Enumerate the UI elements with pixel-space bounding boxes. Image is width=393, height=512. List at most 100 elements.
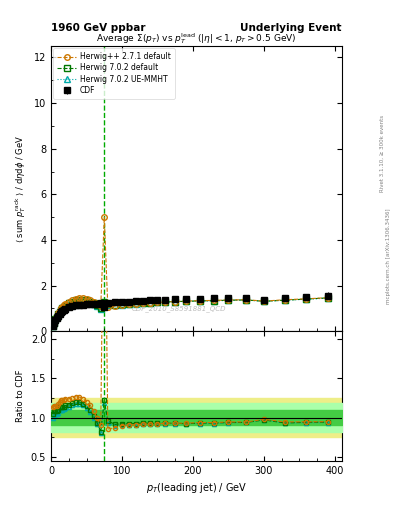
Herwig++ 2.7.1 default	[134, 301, 139, 307]
Herwig++ 2.7.1 default	[63, 301, 68, 307]
Herwig 7.0.2 default	[53, 316, 58, 323]
Herwig 7.0.2 UE-MMHT	[105, 302, 110, 308]
Herwig 7.0.2 UE-MMHT	[60, 306, 65, 312]
X-axis label: $p_T$(leading jet) / GeV: $p_T$(leading jet) / GeV	[146, 481, 247, 495]
Herwig 7.0.2 default	[91, 301, 96, 307]
Herwig 7.0.2 UE-MMHT	[84, 298, 89, 304]
Herwig 7.0.2 default	[63, 303, 68, 309]
Herwig 7.0.2 default	[119, 301, 124, 307]
Herwig 7.0.2 default	[88, 298, 92, 305]
Herwig++ 2.7.1 default	[98, 303, 103, 309]
Herwig++ 2.7.1 default	[198, 297, 202, 304]
Herwig 7.0.2 UE-MMHT	[56, 312, 61, 318]
Herwig++ 2.7.1 default	[112, 303, 117, 309]
Herwig 7.0.2 default	[60, 305, 65, 311]
Herwig 7.0.2 UE-MMHT	[198, 298, 202, 304]
Herwig 7.0.2 default	[50, 323, 55, 329]
Herwig 7.0.2 default	[81, 296, 85, 303]
Herwig++ 2.7.1 default	[73, 295, 78, 302]
Herwig 7.0.2 default	[127, 301, 132, 307]
Text: mcplots.cern.ch [arXiv:1306.3436]: mcplots.cern.ch [arXiv:1306.3436]	[386, 208, 391, 304]
Text: Rivet 3.1.10, ≥ 300k events: Rivet 3.1.10, ≥ 300k events	[380, 115, 385, 192]
Herwig++ 2.7.1 default	[50, 323, 55, 329]
Herwig 7.0.2 default	[56, 311, 61, 317]
Herwig 7.0.2 UE-MMHT	[61, 305, 66, 311]
Herwig 7.0.2 default	[61, 304, 66, 310]
Herwig 7.0.2 default	[102, 299, 107, 305]
Herwig++ 2.7.1 default	[60, 304, 65, 310]
Herwig 7.0.2 default	[173, 298, 178, 305]
Herwig 7.0.2 UE-MMHT	[70, 299, 75, 305]
Herwig++ 2.7.1 default	[155, 300, 160, 306]
Herwig 7.0.2 UE-MMHT	[141, 301, 146, 307]
Herwig++ 2.7.1 default	[184, 298, 188, 304]
Herwig++ 2.7.1 default	[325, 294, 330, 301]
Herwig++ 2.7.1 default	[77, 295, 82, 301]
Herwig 7.0.2 default	[112, 302, 117, 308]
Herwig++ 2.7.1 default	[119, 302, 124, 308]
Herwig 7.0.2 default	[148, 300, 153, 306]
Herwig 7.0.2 UE-MMHT	[304, 296, 309, 303]
Herwig 7.0.2 default	[325, 295, 330, 301]
Herwig++ 2.7.1 default	[226, 297, 231, 303]
Herwig++ 2.7.1 default	[304, 296, 309, 302]
Herwig 7.0.2 UE-MMHT	[226, 297, 231, 304]
Herwig++ 2.7.1 default	[54, 313, 59, 319]
Herwig 7.0.2 default	[212, 297, 217, 304]
Herwig++ 2.7.1 default	[244, 296, 248, 303]
Herwig 7.0.2 default	[95, 303, 99, 309]
Herwig 7.0.2 default	[77, 296, 82, 303]
Herwig++ 2.7.1 default	[59, 305, 63, 311]
Herwig 7.0.2 default	[141, 300, 146, 306]
Herwig 7.0.2 UE-MMHT	[244, 297, 248, 303]
Herwig 7.0.2 UE-MMHT	[63, 303, 68, 309]
Title: Average $\Sigma(p_T)$ vs $p_T^{\rm lead}$ ($|\eta| < 1$, $p_T > 0.5$ GeV): Average $\Sigma(p_T)$ vs $p_T^{\rm lead}…	[96, 31, 297, 46]
Herwig++ 2.7.1 default	[88, 296, 92, 303]
Line: Herwig++ 2.7.1 default: Herwig++ 2.7.1 default	[50, 215, 331, 328]
Herwig 7.0.2 default	[134, 301, 139, 307]
Herwig 7.0.2 UE-MMHT	[325, 295, 330, 301]
Herwig 7.0.2 UE-MMHT	[81, 297, 85, 303]
Herwig 7.0.2 UE-MMHT	[162, 299, 167, 305]
Y-axis label: Ratio to CDF: Ratio to CDF	[16, 370, 25, 422]
Herwig 7.0.2 UE-MMHT	[91, 301, 96, 307]
Herwig 7.0.2 default	[283, 297, 288, 303]
Herwig 7.0.2 UE-MMHT	[127, 301, 132, 307]
Herwig 7.0.2 default	[198, 298, 202, 304]
Herwig++ 2.7.1 default	[162, 299, 167, 305]
Herwig++ 2.7.1 default	[53, 315, 58, 322]
Herwig 7.0.2 default	[73, 297, 78, 304]
Herwig 7.0.2 default	[84, 297, 89, 304]
Herwig 7.0.2 UE-MMHT	[77, 297, 82, 304]
Herwig++ 2.7.1 default	[84, 296, 89, 302]
Herwig 7.0.2 default	[155, 299, 160, 305]
Herwig++ 2.7.1 default	[56, 310, 61, 316]
Herwig++ 2.7.1 default	[81, 295, 85, 301]
Herwig 7.0.2 UE-MMHT	[119, 302, 124, 308]
Herwig 7.0.2 UE-MMHT	[283, 297, 288, 303]
Herwig 7.0.2 default	[98, 305, 103, 311]
Herwig++ 2.7.1 default	[141, 301, 146, 307]
Herwig++ 2.7.1 default	[91, 298, 96, 305]
Line: Herwig 7.0.2 default: Herwig 7.0.2 default	[50, 295, 331, 329]
Herwig 7.0.2 UE-MMHT	[88, 299, 92, 305]
Herwig 7.0.2 default	[57, 309, 62, 315]
Herwig 7.0.2 UE-MMHT	[173, 298, 178, 305]
Herwig 7.0.2 UE-MMHT	[212, 298, 217, 304]
Herwig 7.0.2 UE-MMHT	[57, 309, 62, 315]
Herwig 7.0.2 UE-MMHT	[59, 308, 63, 314]
Herwig++ 2.7.1 default	[173, 298, 178, 305]
Herwig++ 2.7.1 default	[105, 304, 110, 310]
Herwig++ 2.7.1 default	[95, 301, 99, 307]
Herwig++ 2.7.1 default	[212, 297, 217, 304]
Herwig 7.0.2 UE-MMHT	[95, 303, 99, 309]
Herwig 7.0.2 UE-MMHT	[134, 301, 139, 307]
Herwig 7.0.2 UE-MMHT	[98, 306, 103, 312]
Line: Herwig 7.0.2 UE-MMHT: Herwig 7.0.2 UE-MMHT	[50, 295, 331, 329]
Herwig 7.0.2 default	[105, 301, 110, 307]
Herwig 7.0.2 UE-MMHT	[261, 298, 266, 305]
Herwig 7.0.2 UE-MMHT	[102, 300, 107, 306]
Herwig 7.0.2 UE-MMHT	[148, 300, 153, 306]
Herwig 7.0.2 default	[54, 313, 59, 319]
Herwig 7.0.2 UE-MMHT	[53, 317, 58, 323]
